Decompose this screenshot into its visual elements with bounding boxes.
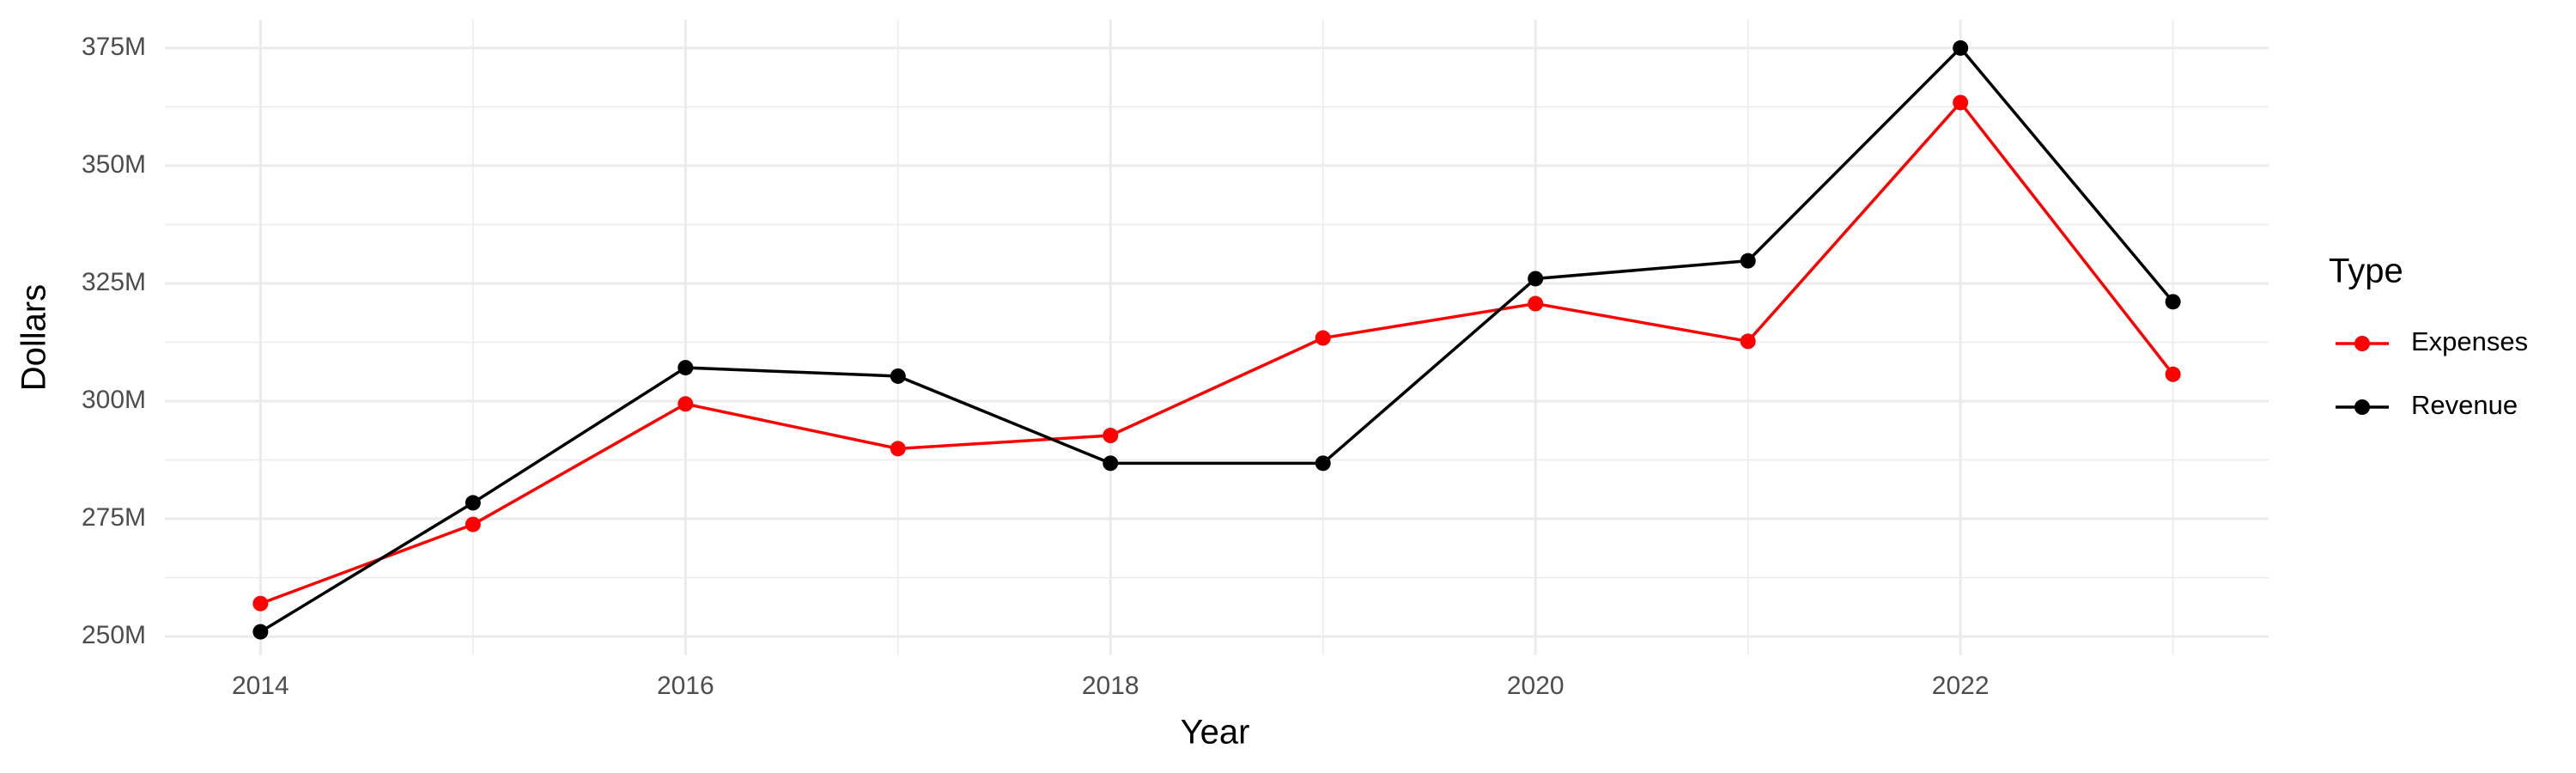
data-point — [2165, 294, 2181, 310]
y-tick-label: 325M — [82, 268, 146, 296]
data-point — [2165, 366, 2181, 382]
y-tick-label: 375M — [82, 33, 146, 61]
legend-label: Revenue — [2411, 390, 2518, 420]
x-tick-label: 2020 — [1507, 672, 1564, 700]
data-point — [252, 595, 269, 612]
x-tick-label: 2016 — [657, 672, 714, 700]
grid — [165, 20, 2269, 655]
plot-marks — [252, 40, 2181, 640]
y-tick-label: 275M — [82, 503, 146, 532]
data-point — [252, 624, 269, 640]
legend-key-point — [2354, 336, 2370, 351]
data-point — [465, 495, 481, 511]
legend-title: Type — [2329, 253, 2403, 290]
data-point — [1528, 271, 1544, 287]
data-point — [1953, 94, 1969, 111]
legend-label: Expenses — [2411, 326, 2528, 356]
data-point — [1315, 330, 1331, 346]
y-tick-label: 350M — [82, 150, 146, 179]
data-point — [677, 396, 694, 412]
x-axis-title: Year — [1181, 714, 1250, 752]
series-line — [259, 46, 2174, 634]
y-tick-label: 250M — [82, 621, 146, 649]
y-axis-title: Dollars — [15, 284, 53, 391]
legend-key-point — [2354, 399, 2370, 415]
data-point — [890, 368, 906, 384]
x-tick-label: 2022 — [1932, 672, 1990, 700]
series-line — [259, 100, 2175, 606]
data-point — [1740, 333, 1756, 350]
data-point — [677, 360, 694, 376]
y-tick-label: 300M — [82, 386, 146, 414]
x-tick-label: 2018 — [1082, 672, 1139, 700]
data-point — [1103, 428, 1119, 444]
data-point — [1103, 455, 1119, 472]
x-tick-label: 2014 — [232, 672, 289, 700]
data-point — [1528, 295, 1544, 312]
data-point — [1953, 40, 1969, 56]
data-point — [1315, 455, 1331, 472]
data-point — [1740, 253, 1756, 269]
data-point — [890, 441, 906, 457]
data-point — [465, 516, 481, 533]
